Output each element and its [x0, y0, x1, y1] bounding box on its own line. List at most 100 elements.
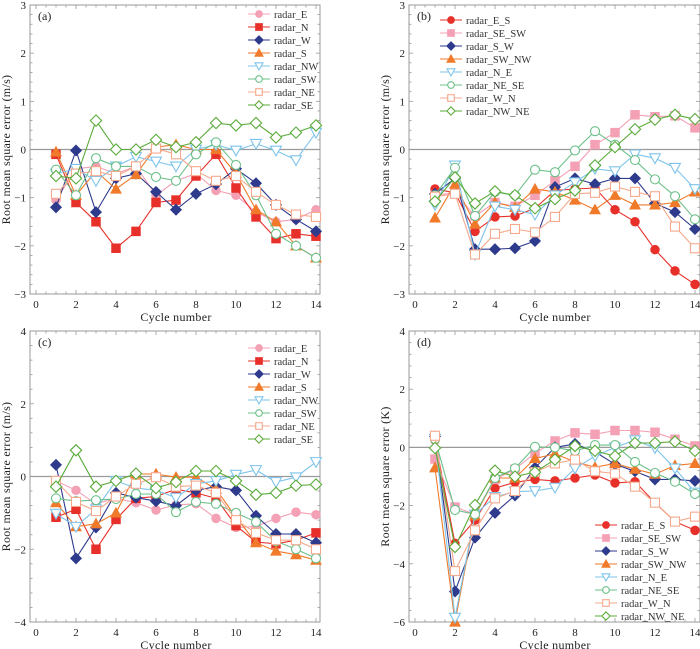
y-tick-label: 0: [400, 442, 406, 454]
data-point: [229, 474, 243, 488]
data-point: [629, 456, 641, 468]
data-point: [609, 440, 621, 451]
data-point: [590, 429, 600, 440]
data-point: [210, 175, 222, 186]
data-point: [309, 225, 323, 238]
data-point: [190, 149, 202, 160]
legend-item: radar_SW: [248, 75, 317, 86]
legend-marker: [602, 586, 610, 594]
legend-item: radar_NW: [248, 62, 318, 73]
legend-marker: [602, 534, 610, 542]
legend-item: radar_NW: [248, 396, 318, 407]
data-point: [609, 181, 621, 192]
data-point: [429, 211, 441, 223]
data-point: [291, 229, 301, 239]
x-tick-label: 10: [231, 627, 243, 639]
data-point: [89, 480, 103, 494]
legend-label: radar_SE: [274, 435, 313, 446]
legend-label: radar_E_S: [466, 16, 510, 27]
data-point: [110, 491, 122, 502]
data-point: [110, 161, 122, 172]
data-point: [231, 183, 241, 193]
chart-panel-c: 0 2 4 6 8 10 12 14 −4 −2 0 2 4 Cycle number Root mean …: [0, 326, 323, 649]
series-radar_NW: [49, 457, 323, 534]
data-point: [169, 475, 183, 489]
data-point: [49, 169, 63, 183]
legend-marker: [254, 35, 264, 45]
data-point: [50, 493, 62, 504]
data-point: [509, 485, 521, 497]
panel-label: (d): [417, 335, 431, 349]
data-point: [648, 113, 662, 127]
data-point: [528, 486, 542, 498]
legend-item: radar_S_W: [440, 41, 514, 53]
data-point: [469, 525, 481, 536]
data-point: [270, 228, 282, 239]
data-point: [309, 478, 323, 491]
x-tick-label: 12: [271, 299, 282, 311]
legend-label: radar_NW: [274, 62, 318, 73]
legend-label: radar_NW_NE: [466, 107, 530, 118]
data-point: [429, 430, 441, 441]
legend-item: radar_SE: [248, 100, 313, 112]
legend-item: radar_S: [248, 47, 307, 60]
legend-marker: [446, 106, 456, 116]
data-point: [689, 243, 700, 254]
legend-item: radar_E: [248, 344, 307, 355]
data-point: [570, 161, 580, 172]
legend-marker: [255, 357, 263, 365]
data-point: [668, 463, 682, 475]
data-point: [269, 477, 283, 489]
legend-label: radar_NE_SE: [466, 81, 524, 92]
data-point: [488, 506, 502, 519]
panel-label: (c): [38, 335, 51, 349]
legend-marker: [601, 573, 611, 583]
data-point: [250, 516, 262, 528]
data-point: [210, 498, 222, 509]
data-point: [110, 182, 122, 194]
data-point: [610, 425, 620, 436]
legend-marker: [602, 521, 610, 529]
y-tick-label: 3: [21, 0, 27, 12]
legend-item: radar_S: [248, 381, 307, 394]
legend-label: radar_NE_SE: [621, 586, 679, 597]
x-tick-label: 8: [572, 627, 578, 639]
data-point: [669, 196, 681, 208]
data-point: [648, 436, 662, 450]
data-point: [469, 249, 481, 260]
data-point: [169, 203, 183, 216]
data-point: [230, 159, 242, 170]
x-tick-label: 14: [311, 299, 323, 311]
y-axis-label: Root mean square error (m/s): [378, 75, 392, 225]
data-point: [529, 182, 541, 194]
data-point: [609, 468, 621, 479]
legend-marker: [602, 599, 610, 607]
data-point: [90, 166, 102, 177]
data-point: [270, 544, 282, 556]
legend-marker: [601, 546, 611, 556]
data-point: [649, 191, 661, 202]
legend-marker: [254, 100, 264, 110]
data-point: [169, 161, 183, 173]
data-point: [250, 536, 262, 548]
legend-label: radar_SW: [274, 409, 317, 420]
data-point: [209, 116, 223, 130]
data-point: [548, 453, 562, 467]
data-point: [130, 168, 142, 180]
data-point: [171, 195, 181, 205]
legend-label: radar_N: [274, 357, 309, 368]
y-tick-label: 2: [400, 384, 406, 396]
legend-label: radar_S: [274, 49, 307, 60]
data-point: [211, 513, 221, 524]
data-point: [69, 521, 83, 534]
data-point: [649, 467, 661, 479]
y-axis-label: Root mean square error (m/s): [0, 402, 13, 552]
x-tick-label: 4: [492, 627, 498, 639]
legend-label: radar_S_W: [621, 547, 669, 558]
data-point: [469, 210, 481, 222]
y-axis-label: Root mean square error (K): [378, 406, 392, 546]
series-radar_NW_NE: [428, 108, 700, 215]
data-point: [250, 186, 262, 197]
data-point: [290, 240, 302, 251]
data-point: [70, 496, 82, 508]
